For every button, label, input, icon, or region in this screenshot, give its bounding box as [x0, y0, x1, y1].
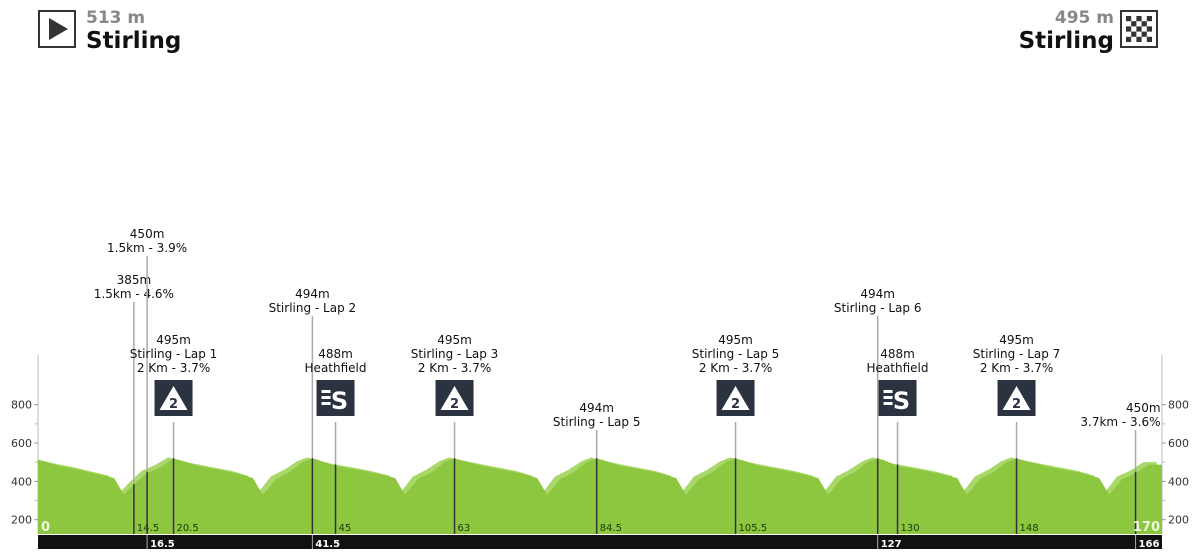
marker-label: Stirling - Lap 5 — [692, 347, 780, 361]
finish-altitude: 495 m — [1054, 8, 1114, 28]
marker-label: 488m — [318, 347, 353, 361]
checker-square — [1126, 16, 1132, 22]
mountain-icon — [159, 386, 188, 410]
sprint-label: S — [331, 387, 348, 415]
finish-city: Stirling — [1018, 28, 1114, 54]
checker-square — [1136, 16, 1142, 22]
marker-label: 2 Km - 3.7% — [699, 361, 772, 375]
checker-square — [1141, 31, 1147, 37]
marker-label: Heathfield — [305, 361, 367, 375]
start-header: 513 m Stirling — [86, 8, 181, 54]
y-tick-label: 200 — [1168, 514, 1189, 527]
sprint-stripe — [321, 390, 331, 393]
marker-label: 1.5km - 4.6% — [94, 287, 174, 301]
marker-label: 494m — [860, 287, 895, 301]
mountain-icon — [1002, 386, 1031, 410]
km-label-bar: 127 — [881, 539, 902, 550]
marker-label: Stirling - Lap 5 — [553, 415, 641, 429]
marker-label: 488m — [880, 347, 915, 361]
sprint-label: S — [893, 387, 910, 415]
marker-label: 2 Km - 3.7% — [137, 361, 210, 375]
checkered-flag-icon — [1120, 10, 1158, 48]
y-tick-label: 400 — [1168, 475, 1189, 488]
checker-square — [1131, 21, 1137, 27]
km-label: 20.5 — [177, 523, 199, 534]
km-label: 148 — [1020, 523, 1039, 534]
kom-category-label: 2 — [169, 397, 178, 412]
marker-label: 494m — [579, 401, 614, 415]
marker-label: 1.5km - 3.9% — [107, 241, 187, 255]
checker-square — [1141, 21, 1147, 27]
checker-square — [1126, 26, 1132, 32]
km-label: 170 — [1133, 520, 1160, 535]
marker-label: 494m — [295, 287, 330, 301]
sprint-stripe — [883, 396, 893, 399]
kom-category-label: 2 — [731, 397, 740, 412]
distance-bar — [38, 535, 1162, 549]
km-label-bar: 16.5 — [150, 539, 175, 550]
km-label: 130 — [901, 523, 920, 534]
km-label: 0 — [41, 520, 50, 535]
marker-label: 450m — [1126, 401, 1161, 415]
marker-label: Stirling - Lap 2 — [269, 301, 357, 315]
marker-label: Stirling - Lap 3 — [411, 347, 499, 361]
y-tick-label: 600 — [1168, 437, 1189, 450]
checker-square — [1146, 26, 1152, 32]
marker-label: 495m — [999, 333, 1034, 347]
marker-label: 495m — [437, 333, 472, 347]
marker-label: Stirling - Lap 6 — [834, 301, 922, 315]
marker-label: 3.7km - 3.6% — [1080, 415, 1160, 429]
start-altitude: 513 m — [86, 8, 146, 28]
marker-label: 385m — [117, 273, 152, 287]
km-label: 84.5 — [600, 523, 622, 534]
checker-square — [1146, 16, 1152, 22]
checker-square — [1136, 36, 1142, 42]
sprint-stripe — [883, 390, 893, 393]
marker-label: Stirling - Lap 1 — [130, 347, 218, 361]
play-start-icon — [38, 10, 76, 48]
sprint-stripe — [883, 402, 893, 405]
checker-square — [1131, 31, 1137, 37]
y-tick-label: 400 — [11, 475, 32, 488]
mountain-icon — [721, 386, 750, 410]
start-city: Stirling — [86, 28, 182, 54]
y-tick-label: 600 — [11, 437, 32, 450]
km-label: 105.5 — [739, 523, 768, 534]
mountain-icon — [440, 386, 469, 410]
km-label: 14.5 — [137, 523, 159, 534]
km-label: 63 — [458, 523, 471, 534]
km-label-bar: 166 — [1139, 539, 1160, 550]
y-tick-label: 800 — [1168, 399, 1189, 412]
km-label: 45 — [339, 523, 352, 534]
y-tick-label: 200 — [11, 514, 32, 527]
kom-category-label: 2 — [450, 397, 459, 412]
kom-category-label: 2 — [1012, 397, 1021, 412]
checker-square — [1136, 26, 1142, 32]
marker-label: 450m — [130, 227, 165, 241]
marker-label: Heathfield — [867, 361, 929, 375]
sprint-stripe — [321, 396, 331, 399]
marker-label: Stirling - Lap 7 — [973, 347, 1061, 361]
km-label-bar: 41.5 — [315, 539, 340, 550]
sprint-stripe — [321, 402, 331, 405]
checker-square — [1146, 36, 1152, 42]
profile-area — [38, 458, 1162, 534]
marker-label: 2 Km - 3.7% — [418, 361, 491, 375]
marker-label: 495m — [156, 333, 191, 347]
finish-header: 495 m Stirling — [1019, 8, 1114, 54]
y-tick-label: 800 — [11, 399, 32, 412]
checker-square — [1126, 36, 1132, 42]
marker-label: 2 Km - 3.7% — [980, 361, 1053, 375]
marker-label: 495m — [718, 333, 753, 347]
